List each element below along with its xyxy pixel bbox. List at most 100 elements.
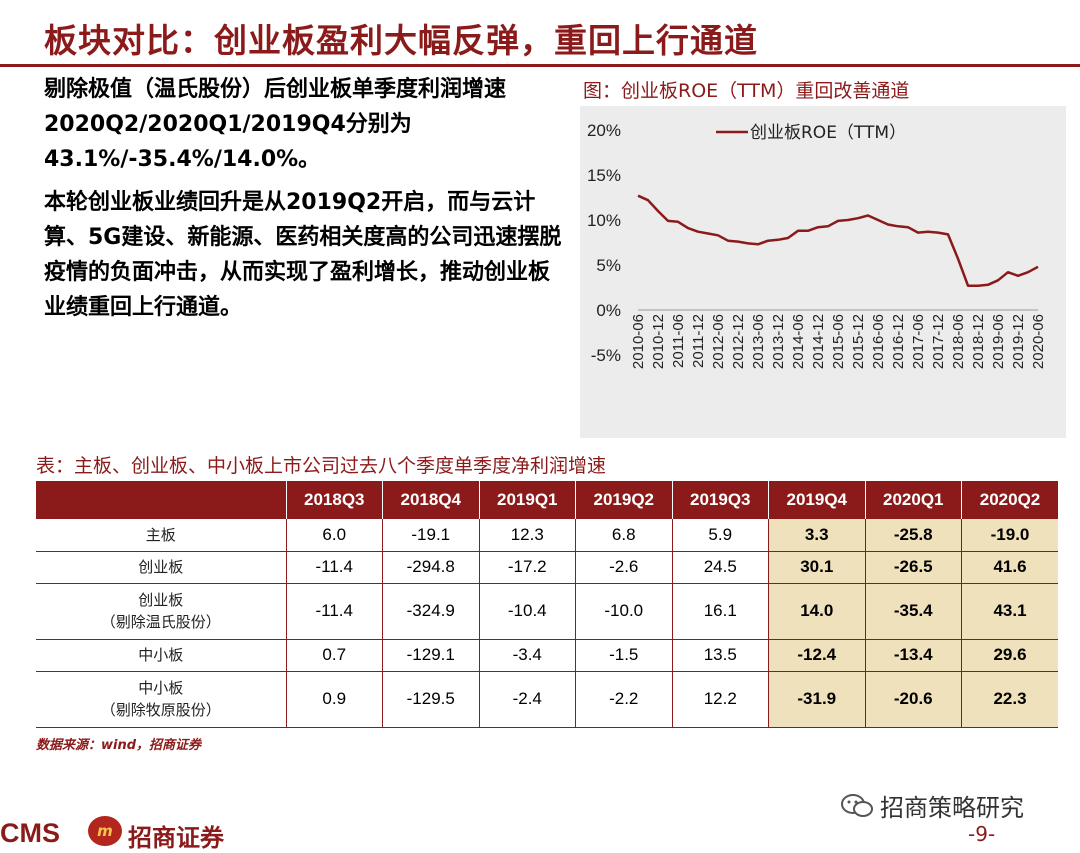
table-header-2020Q2: 2020Q2 <box>961 481 1058 519</box>
row-label-main: 中小板 <box>138 646 184 664</box>
y-tick-label: 5% <box>596 256 621 275</box>
x-tick-label: 2014-06 <box>790 314 807 369</box>
x-tick-label: 2011-12 <box>690 314 707 368</box>
table-cell: 24.5 <box>672 551 769 584</box>
x-tick-label: 2017-12 <box>930 314 947 369</box>
row-label: 创业板 <box>36 551 287 584</box>
table-cell: 3.3 <box>768 519 866 552</box>
row-label-note: （剔除牧原股份） <box>100 701 221 719</box>
page-title: 板块对比：创业板盈利大幅反弹，重回上行通道 <box>44 21 758 60</box>
table-cell: -17.2 <box>479 551 576 584</box>
table-cell: -1.5 <box>575 639 673 672</box>
table-row: 主板 6.0 -19.1 12.3 6.8 5.9 3.3 -25.8 -19.0 <box>36 519 1058 552</box>
table-cell: 12.2 <box>672 671 769 728</box>
cms-logo-icon: m <box>88 816 122 846</box>
y-tick-label: -5% <box>591 346 621 365</box>
table-header-2019Q1: 2019Q1 <box>479 481 576 519</box>
table-cell: 22.3 <box>961 671 1058 728</box>
cms-logo-text: CMS <box>0 818 60 848</box>
table-header-2018Q3: 2018Q3 <box>286 481 383 519</box>
title-divider <box>0 64 1080 67</box>
x-tick-label: 2020-06 <box>1030 314 1047 369</box>
table-cell: -35.4 <box>865 583 962 640</box>
table-header-row: 2018Q3 2018Q4 2019Q1 2019Q2 2019Q3 2019Q4 2020… <box>36 481 1058 519</box>
row-label-main: 创业板 <box>138 591 184 609</box>
x-tick-label: 2018-06 <box>950 314 967 369</box>
table-row: 中小板 0.7 -129.1 -3.4 -1.5 13.5 -12.4 -13.4 29.6 <box>36 639 1058 672</box>
table-header-2020Q1: 2020Q1 <box>865 481 962 519</box>
wechat-account: 招商策略研究 <box>840 788 1024 826</box>
x-tick-label: 2012-06 <box>710 314 727 369</box>
row-label-main: 创业板 <box>138 558 184 576</box>
table-header-2019Q3: 2019Q3 <box>672 481 769 519</box>
x-tick-label: 2010-06 <box>630 314 647 369</box>
table-cell: 16.1 <box>672 583 769 640</box>
table-cell: 6.0 <box>286 519 383 552</box>
row-label: 中小板 （剔除牧原股份） <box>36 671 287 728</box>
row-label-main: 中小板 <box>138 679 184 697</box>
row-label-main: 主板 <box>145 525 176 544</box>
x-tick-label: 2013-12 <box>770 314 787 369</box>
data-source: 数据来源：wind，招商证券 <box>36 738 202 753</box>
wechat-account-name: 招商策略研究 <box>880 794 1024 822</box>
table-cell: -12.4 <box>768 639 866 672</box>
row-label: 主板 <box>36 519 287 552</box>
profit-growth-table: 2018Q3 2018Q4 2019Q1 2019Q2 2019Q3 2019Q4 2020… <box>36 481 1058 728</box>
table-cell: 12.3 <box>479 519 576 552</box>
table-cell: -129.1 <box>382 639 480 672</box>
row-label: 创业板 （剔除温氏股份） <box>36 583 287 640</box>
intro-paragraph-2: 本轮创业板业绩回升是从2019Q2开启，而与云计算、5G建设、新能源、医药相关度… <box>44 190 562 320</box>
table-cell: -19.1 <box>382 519 480 552</box>
row-label-note: （剔除温氏股份） <box>100 613 221 631</box>
chart-caption: 图：创业板ROE（TTM）重回改善通道 <box>583 80 910 102</box>
y-tick-label: 20% <box>587 121 621 140</box>
table-cell: 13.5 <box>672 639 769 672</box>
y-tick-label: 15% <box>587 166 621 185</box>
roe-series-line <box>637 194 1039 287</box>
table-cell: -10.4 <box>479 583 576 640</box>
table-cell: -19.0 <box>961 519 1058 552</box>
table-cell: -3.4 <box>479 639 576 672</box>
row-label: 中小板 <box>36 639 287 672</box>
table-cell: -31.9 <box>768 671 866 728</box>
table-header-2018Q4: 2018Q4 <box>382 481 480 519</box>
x-tick-label: 2016-06 <box>870 314 887 369</box>
table-cell: -2.4 <box>479 671 576 728</box>
table-cell: -26.5 <box>865 551 962 584</box>
roe-line-chart: 20%15%10%5%0%-5% 2010-06 2010-12 2011-06 201… <box>587 121 1047 369</box>
table-row: 中小板 （剔除牧原股份） 0.9 -129.5 -2.4 -2.2 12.2 -31.9 -20… <box>36 671 1058 728</box>
table-cell: -2.6 <box>575 551 673 584</box>
table-cell: -324.9 <box>382 583 480 640</box>
x-tick-label: 2015-06 <box>830 314 847 369</box>
intro-text: 剔除极值（温氏股份）后创业板单季度利润增速2020Q2/2020Q1/2019Q… <box>44 72 564 333</box>
table-cell: 6.8 <box>575 519 673 552</box>
table-header-2019Q4: 2019Q4 <box>768 481 866 519</box>
x-tick-label: 2017-06 <box>910 314 927 369</box>
x-tick-label: 2011-06 <box>670 314 687 368</box>
table-caption: 表：主板、创业板、中小板上市公司过去八个季度单季度净利润增速 <box>36 455 607 477</box>
table-cell: 41.6 <box>961 551 1058 584</box>
y-tick-label: 0% <box>596 301 621 320</box>
cms-brand-name: 招商证券 <box>128 824 224 852</box>
table-cell: -25.8 <box>865 519 962 552</box>
x-tick-label: 2013-06 <box>750 314 767 369</box>
table-cell: -13.4 <box>865 639 962 672</box>
x-tick-label: 2018-12 <box>970 314 987 369</box>
intro-paragraph-1: 剔除极值（温氏股份）后创业板单季度利润增速2020Q2/2020Q1/2019Q… <box>44 77 507 172</box>
table-cell: 0.7 <box>286 639 383 672</box>
table-cell: -20.6 <box>865 671 962 728</box>
table-header-2019Q2: 2019Q2 <box>575 481 673 519</box>
table-cell: 43.1 <box>961 583 1058 640</box>
table-cell: -11.4 <box>286 583 383 640</box>
x-tick-label: 2010-12 <box>650 314 667 369</box>
page-number: -9- <box>968 822 996 846</box>
y-tick-label: 10% <box>587 211 621 230</box>
table-cell: -129.5 <box>382 671 480 728</box>
table-cell: -10.0 <box>575 583 673 640</box>
wechat-icon <box>840 792 874 826</box>
table-cell: -294.8 <box>382 551 480 584</box>
table-cell: 29.6 <box>961 639 1058 672</box>
x-tick-label: 2014-12 <box>810 314 827 369</box>
table-cell: 5.9 <box>672 519 769 552</box>
table-cell: 30.1 <box>768 551 866 584</box>
